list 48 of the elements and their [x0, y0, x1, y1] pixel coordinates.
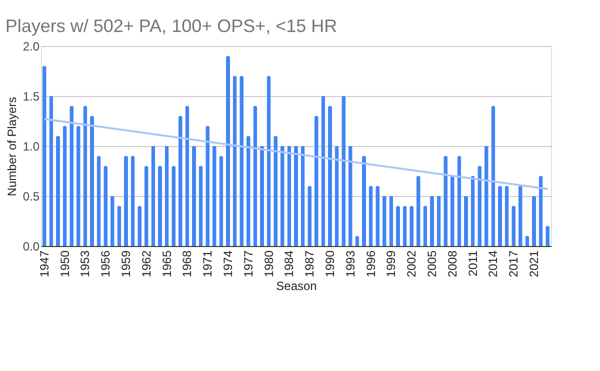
x-tick-label: 1950: [58, 250, 72, 278]
bar: [362, 156, 366, 246]
x-tick-label: 2014: [486, 250, 500, 278]
bar: [158, 166, 162, 246]
x-tick-label: 2002: [404, 250, 419, 278]
x-tick-label: 1990: [323, 250, 337, 278]
x-tick-label: 1956: [98, 250, 113, 278]
chart-title: Players w/ 502+ PA, 100+ OPS+, <15 HR: [5, 16, 338, 36]
bar: [90, 116, 94, 246]
x-axis-title: Season: [276, 279, 317, 294]
x-tick-label: 1996: [364, 250, 378, 278]
bar: [56, 136, 60, 246]
bar: [396, 206, 400, 246]
x-tick-label: 2017: [506, 250, 521, 278]
bar: [124, 156, 128, 246]
x-tick-label: 2005: [425, 250, 439, 278]
y-tick-label: 1.0: [22, 140, 40, 154]
x-tick-label: 1999: [384, 250, 398, 278]
x-tick-label: 2008: [445, 250, 460, 278]
x-tick-label: 1971: [200, 250, 215, 278]
x-tick-label: 1980: [262, 250, 276, 278]
x-tick-label: 1984: [282, 250, 296, 278]
bar: [294, 146, 298, 246]
y-tick-label: 0.0: [22, 240, 40, 254]
x-tick-label: 1974: [221, 250, 235, 278]
bar: [464, 196, 468, 246]
x-tick-label: 1968: [180, 250, 194, 278]
bar: [260, 146, 264, 246]
x-tick-label: 2021: [527, 250, 541, 278]
y-tick-label: 1.5: [22, 90, 40, 104]
x-tick-label: 1947: [37, 250, 52, 278]
y-axis-title: Number of Players: [4, 96, 19, 196]
x-tick-label: 1993: [343, 250, 358, 278]
bar: [430, 196, 434, 246]
x-tick-label: 1953: [78, 250, 92, 278]
x-tick-label: 2011: [466, 250, 480, 276]
x-tick-label: 1987: [302, 250, 317, 278]
bar: [226, 56, 230, 246]
x-tick-label: 1977: [241, 250, 256, 278]
x-tick-label: 1959: [119, 250, 133, 278]
x-tick-label: 1962: [139, 250, 154, 278]
bar: [328, 106, 332, 246]
y-tick-label: 0.5: [22, 190, 40, 204]
bar: [498, 186, 502, 246]
x-tick-label: 1965: [160, 250, 174, 278]
bar: [532, 196, 536, 246]
bar: [192, 146, 196, 246]
y-tick-label: 2.0: [22, 40, 40, 54]
